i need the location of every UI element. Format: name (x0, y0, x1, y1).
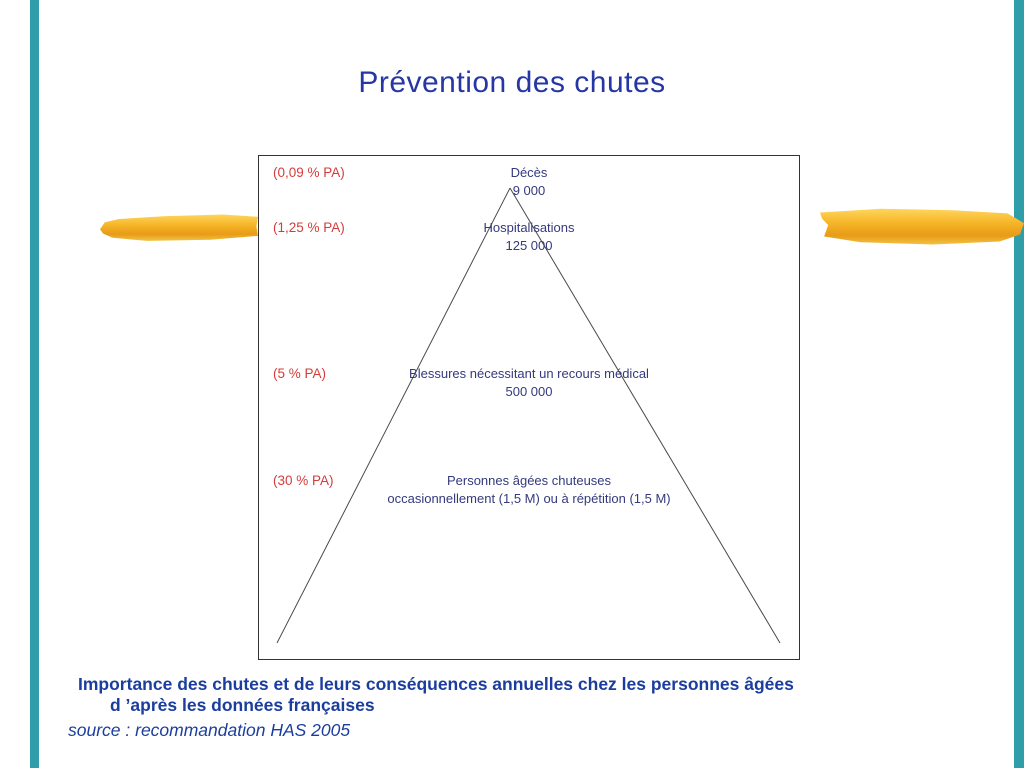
pyramid-level-deaths: (0,09 % PA) Décès 9 000 (259, 164, 799, 200)
level-value: 500 000 (505, 384, 553, 399)
pyramid-level-hospitalisations: (1,25 % PA) Hospitalisations 125 000 (259, 219, 799, 255)
left-border-stripe (30, 0, 39, 768)
level-text: Hospitalisations 125 000 (259, 219, 799, 255)
pyramid-diagram: (0,09 % PA) Décès 9 000 (1,25 % PA) Hosp… (258, 155, 800, 660)
brush-stroke-right (820, 208, 1024, 245)
level-text: Personnes âgées chuteuses occasionnellem… (259, 472, 799, 508)
caption-line-1: Importance des chutes et de leurs conséq… (78, 674, 794, 694)
pyramid-level-fallers: (30 % PA) Personnes âgées chuteuses occa… (259, 472, 799, 508)
level-percentage: (5 % PA) (273, 366, 327, 381)
pyramid-lines (276, 187, 781, 644)
page-title: Prévention des chutes (358, 66, 666, 99)
level-percentage: (30 % PA) (273, 473, 334, 488)
caption-line-2: d ’après les données françaises (110, 695, 375, 715)
level-label: Décès (510, 165, 548, 180)
level-label: Blessures nécessitant un recours médical (409, 366, 649, 381)
level-value: 9 000 (512, 183, 546, 198)
level-text: Blessures nécessitant un recours médical… (259, 365, 799, 401)
level-value: occasionnellement (1,5 M) ou à répétitio… (387, 491, 671, 506)
level-label: Personnes âgées chuteuses (446, 473, 612, 488)
pyramid-level-injuries: (5 % PA) Blessures nécessitant un recour… (259, 365, 799, 401)
level-text: Décès 9 000 (259, 164, 799, 200)
level-percentage: (0,09 % PA) (273, 165, 345, 180)
source-note: source : recommandation HAS 2005 (68, 720, 351, 740)
level-value: 125 000 (505, 238, 553, 253)
level-percentage: (1,25 % PA) (273, 220, 345, 235)
brush-stroke-left (100, 214, 258, 241)
right-border-stripe (1014, 0, 1024, 768)
level-label: Hospitalisations (483, 220, 575, 235)
